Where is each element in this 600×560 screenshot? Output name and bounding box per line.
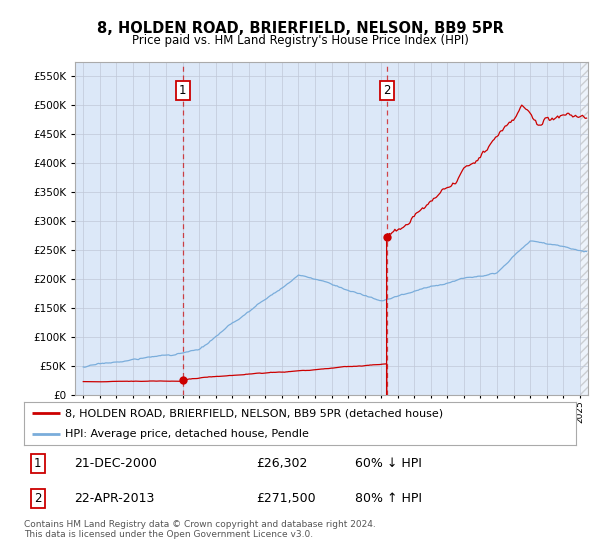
Text: HPI: Average price, detached house, Pendle: HPI: Average price, detached house, Pend…: [65, 430, 309, 439]
Text: £271,500: £271,500: [256, 492, 316, 505]
Text: 80% ↑ HPI: 80% ↑ HPI: [355, 492, 422, 505]
Text: Price paid vs. HM Land Registry's House Price Index (HPI): Price paid vs. HM Land Registry's House …: [131, 34, 469, 46]
Text: Contains HM Land Registry data © Crown copyright and database right 2024.
This d: Contains HM Land Registry data © Crown c…: [24, 520, 376, 539]
Text: £26,302: £26,302: [256, 457, 307, 470]
Text: 22-APR-2013: 22-APR-2013: [74, 492, 154, 505]
Text: 1: 1: [179, 84, 187, 97]
Text: 8, HOLDEN ROAD, BRIERFIELD, NELSON, BB9 5PR (detached house): 8, HOLDEN ROAD, BRIERFIELD, NELSON, BB9 …: [65, 408, 443, 418]
Text: 60% ↓ HPI: 60% ↓ HPI: [355, 457, 422, 470]
Bar: [580, 62, 588, 395]
Text: 21-DEC-2000: 21-DEC-2000: [74, 457, 157, 470]
Text: 8, HOLDEN ROAD, BRIERFIELD, NELSON, BB9 5PR: 8, HOLDEN ROAD, BRIERFIELD, NELSON, BB9 …: [97, 21, 503, 36]
Text: 1: 1: [34, 457, 41, 470]
Text: 2: 2: [383, 84, 391, 97]
Text: 2: 2: [34, 492, 41, 505]
